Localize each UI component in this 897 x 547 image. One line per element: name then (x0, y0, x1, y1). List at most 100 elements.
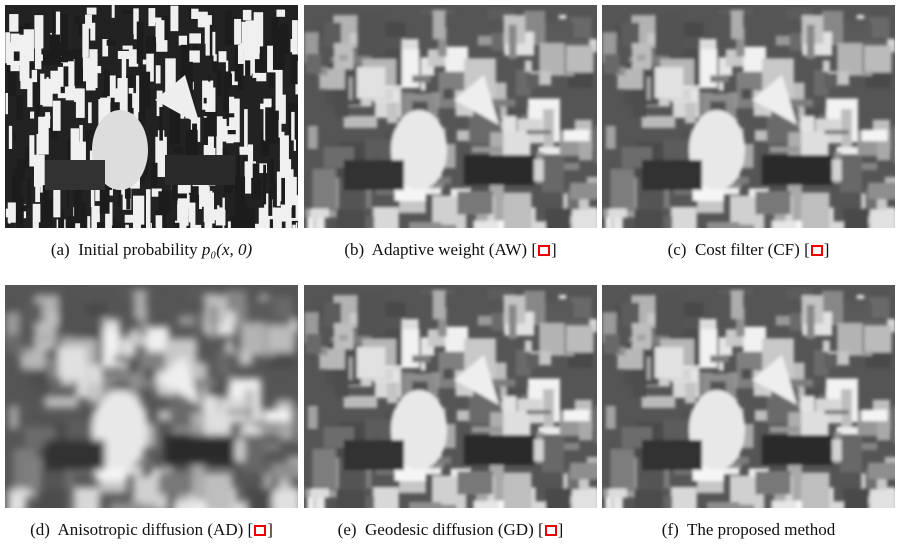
image-block (864, 46, 891, 73)
shadow-block (464, 155, 534, 185)
image-block (685, 102, 696, 123)
image-block (94, 66, 102, 73)
image-block (45, 396, 79, 408)
image-block (9, 14, 18, 32)
shadow-block (762, 155, 832, 185)
citation-box (811, 245, 823, 256)
image-block (409, 502, 441, 508)
image-block (58, 347, 87, 378)
image-block (608, 489, 627, 498)
shadow-block (165, 435, 235, 465)
panel: (a) Initial probability p₀(x, 0) (5, 5, 298, 260)
image-block (178, 193, 187, 198)
image-block (217, 70, 222, 96)
image-block (75, 487, 100, 508)
caption-label: (f) (662, 520, 679, 539)
image-block (306, 54, 321, 74)
shadow-block (45, 160, 105, 190)
image-block (53, 101, 61, 131)
caption: (c) Cost filter (CF) [] (602, 240, 895, 260)
image-block (251, 178, 261, 199)
image-block (260, 295, 268, 299)
image-block (29, 135, 34, 166)
image-block (868, 463, 895, 480)
image-block (223, 72, 229, 112)
image-block (741, 89, 751, 99)
image-block (12, 177, 16, 202)
image-block (504, 473, 532, 508)
image-block (323, 303, 341, 327)
image-block (433, 10, 446, 39)
citation-open: [ (538, 520, 544, 539)
image-block (125, 225, 129, 228)
image-block (596, 126, 597, 164)
citation-box (545, 525, 557, 536)
image-block (637, 334, 646, 340)
image-block (621, 23, 639, 47)
image-block (527, 353, 540, 368)
image-block (307, 497, 314, 508)
image-block (504, 193, 532, 228)
image-block (36, 134, 38, 160)
citation-box (254, 525, 266, 536)
panel-image (5, 285, 298, 508)
image-block (241, 207, 248, 228)
image-block (100, 187, 110, 214)
image-block (731, 290, 744, 319)
image-block (204, 98, 207, 104)
image-block (559, 295, 567, 299)
image-block (894, 334, 895, 344)
image-block (339, 54, 348, 60)
image-block (107, 40, 116, 46)
image-block (173, 146, 183, 152)
image-block (525, 341, 532, 352)
image-block (156, 40, 167, 52)
image-block (16, 95, 23, 120)
image-block (75, 16, 81, 25)
panel: (e) Geodesic diffusion (GD) [] (304, 285, 597, 540)
image-block (226, 341, 233, 352)
image-block (387, 102, 398, 123)
image-block (173, 426, 204, 432)
image-block (841, 389, 852, 427)
image-block (841, 109, 852, 147)
image-block (27, 78, 32, 107)
image-block (857, 295, 865, 299)
image-block (374, 487, 399, 508)
image-block (357, 67, 386, 98)
image-block (195, 225, 202, 228)
image-block (472, 146, 503, 152)
image-block (387, 382, 398, 403)
image-block (606, 126, 616, 149)
image-block (310, 489, 329, 498)
image-block (158, 471, 193, 494)
image-block (564, 410, 590, 421)
image-block (283, 135, 289, 173)
image-block (271, 463, 298, 480)
image-block (143, 60, 147, 65)
image-block (802, 193, 830, 228)
image-block (136, 75, 139, 112)
image-block (738, 505, 754, 508)
image-block (527, 410, 551, 414)
image-block (67, 218, 75, 223)
image-block (840, 157, 862, 192)
image-block (228, 130, 236, 134)
image-block (357, 347, 386, 378)
image-block (570, 463, 597, 480)
image-block (310, 209, 329, 218)
image-block (71, 128, 79, 164)
caption: (f) The proposed method (602, 520, 895, 540)
image-block (80, 212, 82, 228)
image-block (113, 355, 131, 362)
image-block (44, 199, 52, 227)
image-block (273, 210, 282, 228)
image-block (755, 191, 790, 214)
image-block (457, 191, 492, 214)
image-block (9, 126, 12, 149)
image-block (140, 59, 143, 75)
caption-label: (e) (338, 520, 357, 539)
image-block (97, 222, 106, 228)
image-block (291, 54, 298, 84)
image-block (596, 334, 597, 344)
